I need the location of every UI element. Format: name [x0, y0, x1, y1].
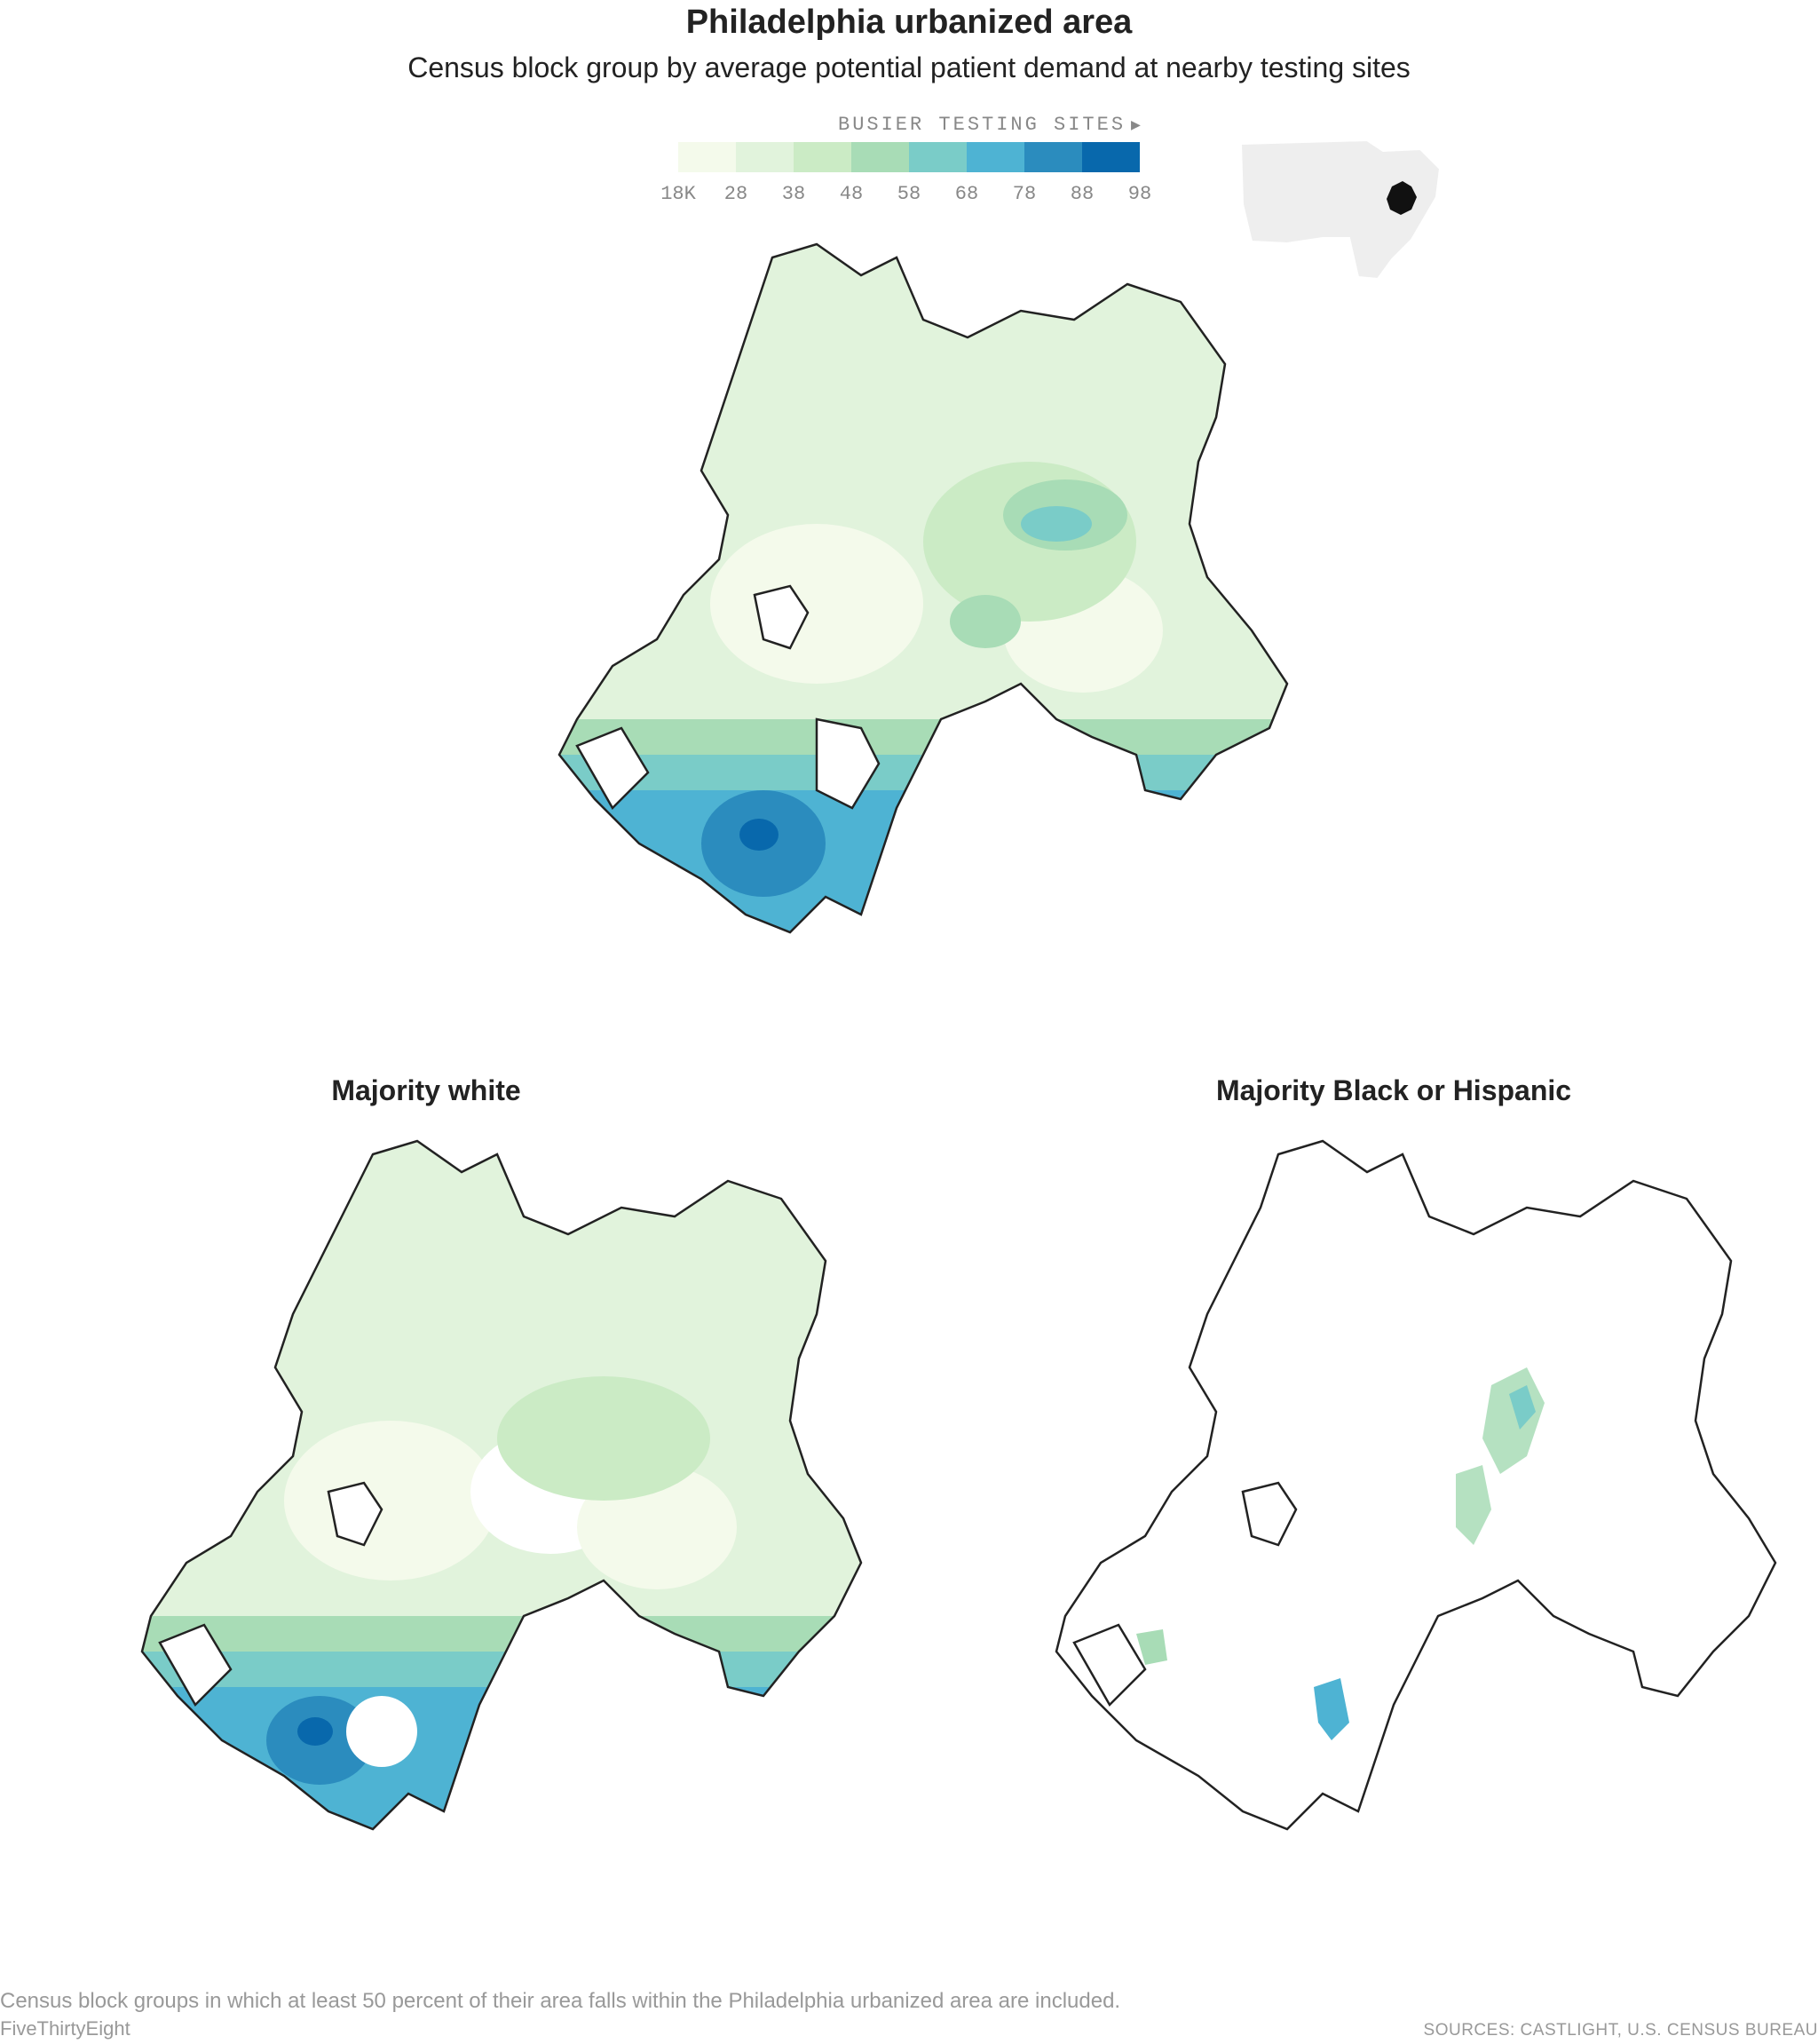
legend-tick-label: 98: [1127, 183, 1152, 205]
white-hole-2: [158, 1623, 233, 1707]
main-hole-2: [815, 717, 881, 810]
bh-hole-1: [1241, 1481, 1298, 1547]
bh-patch-center: [1456, 1465, 1491, 1545]
legend-swatch: [1024, 142, 1082, 172]
panel-title-black-hispanic: Majority Black or Hispanic: [1215, 1074, 1572, 1106]
legend-color-scale: [678, 142, 1140, 172]
page-title: Philadelphia urbanized area: [685, 4, 1133, 41]
main-hole-1: [753, 584, 810, 650]
legend-swatch: [794, 142, 851, 172]
legend-tick-label: 28: [723, 183, 748, 205]
bh-outline: [1055, 1139, 1777, 1831]
triangle-right-icon: ▶: [1131, 117, 1141, 135]
legend-swatch: [1082, 142, 1140, 172]
legend-tick-label: 58: [897, 183, 921, 205]
locator-map: [1239, 139, 1442, 281]
footnote: Census block groups in which at least 50…: [0, 1989, 1121, 2013]
bh-patch-north-core: [1509, 1385, 1536, 1430]
majority-black-hispanic-map: [1055, 1139, 1777, 1831]
page-subtitle: Census block group by average potential …: [407, 51, 1411, 83]
main-hole-3: [575, 726, 650, 811]
legend-tick-label: 48: [839, 183, 864, 205]
legend-swatch: [967, 142, 1024, 172]
legend-tick-label: 18K: [660, 183, 696, 205]
main-map: [557, 242, 1289, 934]
credit: FiveThirtyEight: [0, 2017, 130, 2040]
bh-patch-south: [1314, 1678, 1349, 1740]
bh-patch-west: [1136, 1629, 1167, 1665]
legend-tick-label: 88: [1070, 183, 1095, 205]
legend-caption: BUSIER TESTING SITES ▶: [838, 114, 1141, 136]
white-hole-1: [327, 1481, 383, 1547]
locator-state-shape: [1239, 139, 1442, 281]
legend-swatch: [851, 142, 909, 172]
locator-region-mark: [1387, 181, 1417, 215]
legend-tick-label: 68: [954, 183, 979, 205]
bh-hole-2: [1072, 1623, 1147, 1707]
sources: SOURCES: CASTLIGHT, U.S. CENSUS BUREAU: [1423, 2021, 1818, 2040]
legend-swatch: [736, 142, 794, 172]
panel-title-white: Majority white: [331, 1074, 521, 1106]
legend-tick-label: 38: [781, 183, 806, 205]
legend-swatch: [678, 142, 736, 172]
legend-swatch: [909, 142, 967, 172]
legend-caption-text: BUSIER TESTING SITES: [838, 114, 1126, 136]
legend-tick-label: 78: [1012, 183, 1037, 205]
majority-white-map: [140, 1139, 863, 1831]
